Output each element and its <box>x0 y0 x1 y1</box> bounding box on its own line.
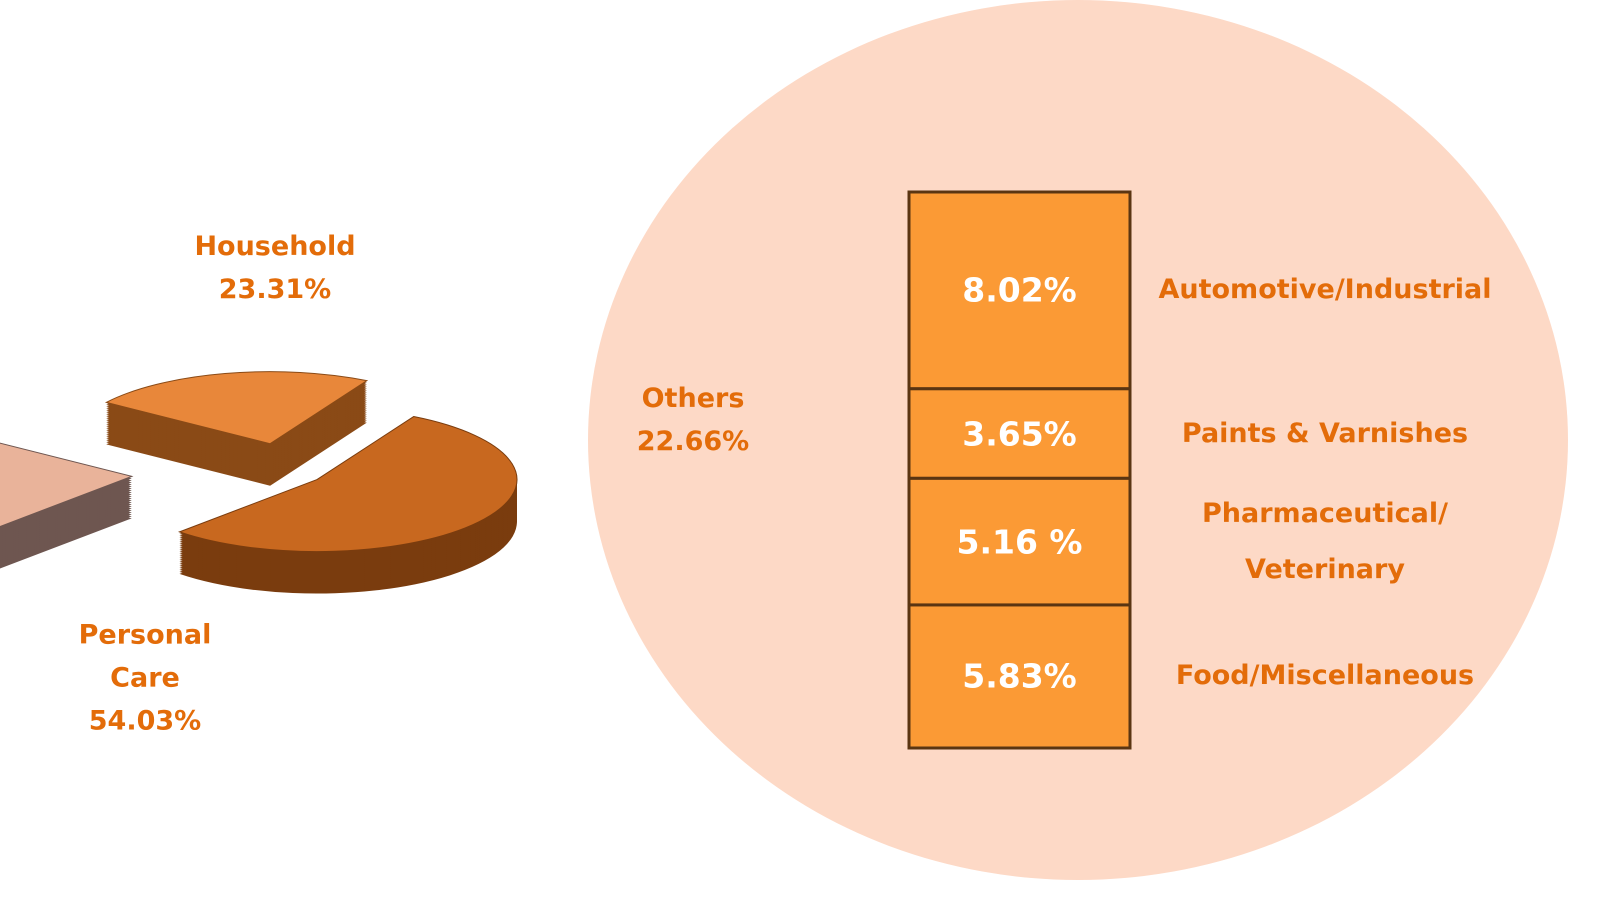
slice-value: 22.66% <box>636 426 750 457</box>
slice-label: Others 22.66% <box>608 377 778 463</box>
segment-category: Paints & Varnishes <box>1181 417 1469 449</box>
bar-segment <box>907 476 1132 607</box>
bar-segment <box>907 387 1132 480</box>
slice-value: 23.31% <box>218 274 332 305</box>
slice-category: Others <box>641 383 745 414</box>
slice-label: Personal Care 54.03% <box>60 614 230 743</box>
pie-slice <box>104 371 369 445</box>
segment-value: 5.83% <box>962 656 1077 696</box>
segment-category: Pharmaceutical/ Veterinary <box>1202 497 1448 585</box>
bar-segment <box>907 603 1132 750</box>
segment-value: 3.65% <box>962 414 1077 454</box>
segment-value: 5.16 % <box>956 522 1083 562</box>
segment-category: Food/Miscellaneous <box>1175 660 1475 692</box>
slice-category: Personal Care <box>78 619 212 694</box>
slice-label: Household 23.31% <box>190 225 360 311</box>
bar-segment <box>907 190 1132 391</box>
segment-value: 8.02% <box>962 270 1077 310</box>
slice-category: Household <box>194 231 356 262</box>
slice-value: 54.03% <box>88 705 202 737</box>
pie-slice <box>0 442 134 528</box>
segment-category: Automotive/Industrial <box>1158 274 1492 306</box>
pie-slice <box>178 416 518 553</box>
